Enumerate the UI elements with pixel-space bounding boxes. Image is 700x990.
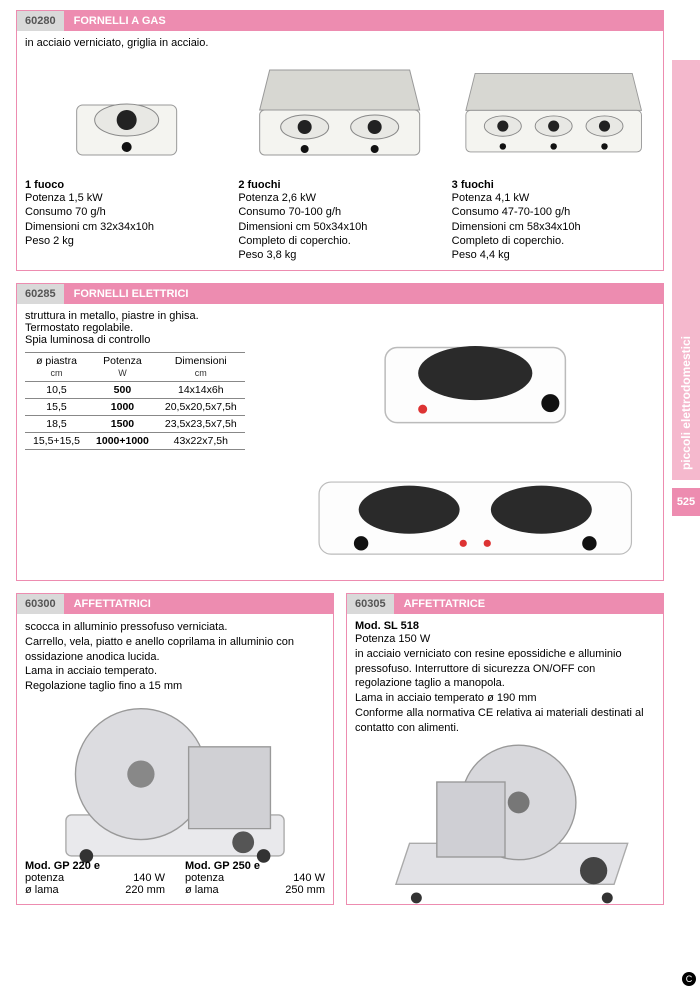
spec-unit: mm xyxy=(147,884,165,896)
spec-line: Potenza 4,1 kW xyxy=(452,191,655,205)
table-row: ø piastracm PotenzaW Dimensionicm xyxy=(25,353,245,382)
spec-value: 140 xyxy=(293,872,311,884)
spec-unit: mm xyxy=(307,884,325,896)
section-title: AFFETTATRICE xyxy=(394,594,663,614)
table-row: 18,5150023,5x23,5x7,5h xyxy=(25,416,245,433)
spec-line: Dimensioni cm 32x34x10h xyxy=(25,220,228,234)
spec-line: Dimensioni cm 58x34x10h xyxy=(452,220,655,234)
product-image xyxy=(452,55,655,175)
table-row: 15,5100020,5x20,5x7,5h xyxy=(25,399,245,416)
electric-stove-images xyxy=(295,310,656,571)
hotplate-double-icon xyxy=(295,452,656,572)
spec-label: potenza xyxy=(185,872,224,884)
section-title: AFFETTATRICI xyxy=(64,594,333,614)
spec-line: Completo di coperchio. xyxy=(452,234,655,248)
category-side-tab: piccoli elettrodomestici xyxy=(672,60,700,480)
section-header: 60305 AFFETTATRICE xyxy=(347,594,663,614)
product-code: 60285 xyxy=(17,284,64,304)
spec-unit: W xyxy=(315,872,325,884)
spec-line: Potenza 1,5 kW xyxy=(25,191,228,205)
model-name: Mod. GP 250 e xyxy=(185,860,325,872)
section-header: 60285 FORNELLI ELETTRICI xyxy=(17,284,663,304)
section-slicer-single: 60305 AFFETTATRICE Mod. SL 518 Potenza 1… xyxy=(346,593,664,905)
spec-label: potenza xyxy=(25,872,64,884)
product-3-burner: 3 fuochi Potenza 4,1 kW Consumo 47-70-10… xyxy=(452,55,655,262)
product-code: 60305 xyxy=(347,594,394,614)
model-power: Potenza 150 W xyxy=(355,632,655,647)
spec-line: Peso 2 kg xyxy=(25,234,228,248)
spec-value: 250 xyxy=(285,884,303,896)
section-header: 60280 FORNELLI A GAS xyxy=(17,11,663,31)
section-subtitle: in acciaio verniciato, griglia in acciai… xyxy=(25,37,655,49)
product-code: 60300 xyxy=(17,594,64,614)
slicer-image xyxy=(355,736,655,896)
page-corner-icon: C xyxy=(682,972,696,986)
spec-line: Potenza 2,6 kW xyxy=(238,191,441,205)
product-name: 2 fuochi xyxy=(238,179,441,191)
product-1-burner: 1 fuoco Potenza 1,5 kW Consumo 70 g/h Di… xyxy=(25,55,228,262)
model-name: Mod. GP 220 e xyxy=(25,860,165,872)
page-content: 60280 FORNELLI A GAS in acciaio vernicia… xyxy=(0,0,700,915)
section-title: FORNELLI ELETTRICI xyxy=(64,284,663,304)
product-code: 60280 xyxy=(17,11,64,31)
section-subtitle: struttura in metallo, piastre in ghisa. … xyxy=(25,310,283,346)
col-subheader: cm xyxy=(195,368,207,378)
category-label: piccoli elettrodomestici xyxy=(679,326,693,480)
page-number-tab: 525 xyxy=(672,488,700,516)
page-number: 525 xyxy=(677,496,695,508)
product-image xyxy=(238,55,441,175)
col-subheader: cm xyxy=(51,368,63,378)
spec-line: Consumo 70 g/h xyxy=(25,205,228,219)
spec-line: Consumo 70-100 g/h xyxy=(238,205,441,219)
spec-line: Peso 3,8 kg xyxy=(238,248,441,262)
table-row: 10,550014x14x6h xyxy=(25,382,245,399)
col-subheader: W xyxy=(118,368,127,378)
col-header: Dimensioni xyxy=(175,355,227,367)
section-header: 60300 AFFETTATRICI xyxy=(17,594,333,614)
section-electric-stoves: 60285 FORNELLI ELETTRICI struttura in me… xyxy=(16,283,664,580)
spec-value: 220 xyxy=(125,884,143,896)
product-row: 1 fuoco Potenza 1,5 kW Consumo 70 g/h Di… xyxy=(25,55,655,262)
col-header: Potenza xyxy=(103,355,142,367)
product-name: 3 fuochi xyxy=(452,179,655,191)
slicer-image xyxy=(25,694,325,854)
spec-value: 140 xyxy=(133,872,151,884)
section-gas-stoves: 60280 FORNELLI A GAS in acciaio vernicia… xyxy=(16,10,664,271)
spec-line: Completo di coperchio. xyxy=(238,234,441,248)
product-image xyxy=(25,55,228,175)
product-name: 1 fuoco xyxy=(25,179,228,191)
col-header: ø piastra xyxy=(36,355,77,367)
catalog-page: piccoli elettrodomestici 525 60280 FORNE… xyxy=(0,0,700,990)
product-2-burner: 2 fuochi Potenza 2,6 kW Consumo 70-100 g… xyxy=(238,55,441,262)
model-name: Mod. SL 518 xyxy=(355,620,655,632)
model-gp250: Mod. GP 250 e potenza 140 W ø lama 250 mm xyxy=(185,860,325,896)
spec-label: ø lama xyxy=(25,884,59,896)
hotplate-single-icon xyxy=(295,310,656,445)
model-gp220: Mod. GP 220 e potenza 140 W ø lama 220 mm xyxy=(25,860,165,896)
section-title: FORNELLI A GAS xyxy=(64,11,663,31)
spec-unit: W xyxy=(155,872,165,884)
spec-label: ø lama xyxy=(185,884,219,896)
section-slicers: 60300 AFFETTATRICI scocca in alluminio p… xyxy=(16,593,334,905)
table-row: 15,5+15,51000+100043x22x7,5h xyxy=(25,433,245,450)
spec-line: Dimensioni cm 50x34x10h xyxy=(238,220,441,234)
spec-table: ø piastracm PotenzaW Dimensionicm 10,550… xyxy=(25,352,245,450)
spec-line: Peso 4,4 kg xyxy=(452,248,655,262)
spec-line: Consumo 47-70-100 g/h xyxy=(452,205,655,219)
